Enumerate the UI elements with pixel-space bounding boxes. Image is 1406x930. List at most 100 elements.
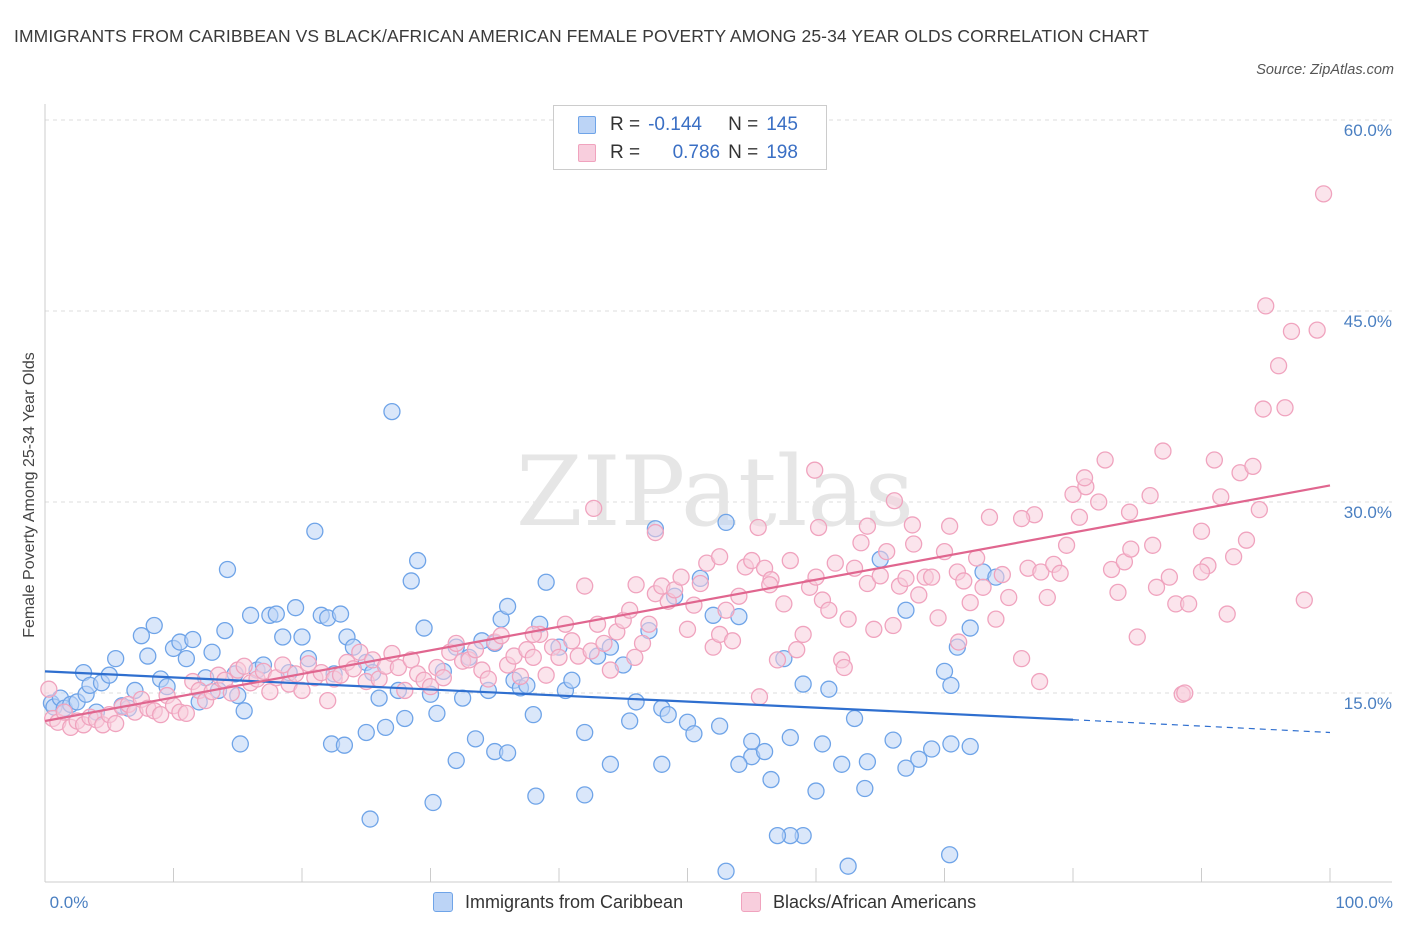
data-point (865, 620, 883, 638)
data-point (1224, 548, 1243, 566)
data-point (319, 691, 337, 710)
data-point (897, 759, 915, 777)
data-point (781, 728, 799, 747)
y-axis-label: Female Poverty Among 25-34 Year Olds (21, 352, 38, 638)
data-point (910, 750, 928, 768)
y-tick-label: 30.0% (1344, 503, 1392, 522)
data-point (357, 723, 375, 742)
data-point (1144, 536, 1162, 554)
data-point (466, 730, 485, 748)
data-point (1120, 503, 1139, 521)
data-point (601, 755, 620, 773)
data-point (524, 648, 542, 666)
data-point (1276, 399, 1294, 417)
data-point (274, 656, 292, 674)
data-point (961, 619, 979, 637)
data-point (498, 744, 517, 762)
data-point (1141, 486, 1159, 505)
data-point (627, 576, 645, 594)
x-tick-label: 100.0% (1335, 893, 1393, 912)
data-point (809, 518, 828, 537)
data-point (743, 551, 761, 570)
data-point (717, 513, 735, 532)
data-point (871, 567, 889, 585)
data-point (145, 616, 163, 635)
legend-n-value: 145 (766, 114, 798, 135)
data-point (241, 606, 260, 624)
bottom-legend-black: Blacks/African Americans (741, 888, 976, 916)
data-point (807, 782, 825, 800)
data-point (1257, 297, 1275, 315)
legend-row-black: R = 0.786 N = 198 (578, 140, 798, 166)
data-point (1075, 469, 1094, 487)
data-point (626, 648, 644, 666)
data-point (376, 718, 395, 737)
data-point (646, 523, 665, 542)
data-point (222, 684, 240, 702)
data-point (286, 599, 305, 617)
data-point (1032, 563, 1050, 581)
data-point (1070, 508, 1089, 526)
data-point (424, 793, 442, 812)
legend-r-label: R = (610, 142, 641, 163)
data-point (218, 560, 237, 579)
data-point (993, 565, 1011, 584)
data-point (383, 402, 401, 421)
trendline-black (44, 484, 1331, 723)
data-point (1244, 457, 1262, 475)
bottom-legend-caribbean: Immigrants from Caribbean (433, 888, 683, 916)
stats-legend: R = -0.144 N = 145 R = 0.786 N = 198 (553, 105, 827, 170)
data-point (781, 551, 799, 570)
data-point (235, 702, 253, 720)
data-point (1180, 595, 1198, 613)
data-point (852, 534, 870, 552)
legend-swatch-blue (578, 116, 596, 134)
data-point (806, 461, 824, 479)
data-point (267, 605, 285, 623)
data-point (235, 657, 253, 675)
data-point (949, 633, 968, 651)
data-point (640, 615, 658, 633)
data-point (961, 737, 979, 756)
data-point (453, 689, 472, 707)
legend-row-caribbean: R = -0.144 N = 145 (578, 112, 798, 138)
data-point (1176, 684, 1194, 702)
data-point (845, 709, 864, 728)
data-point (691, 574, 709, 593)
data-point (672, 568, 690, 586)
trend-lines (44, 484, 1331, 734)
data-point (685, 596, 703, 614)
data-point (274, 628, 292, 646)
data-point (659, 705, 677, 724)
data-point (942, 676, 960, 695)
data-point (723, 632, 742, 650)
data-point (1282, 322, 1301, 341)
trendline-caribbean-extension (1072, 719, 1331, 734)
data-point (910, 586, 928, 604)
data-point (434, 669, 453, 687)
data-point (1012, 509, 1031, 528)
data-point (929, 609, 947, 627)
bottom-legend-label-caribbean: Immigrants from Caribbean (465, 891, 684, 912)
data-point (524, 705, 542, 724)
data-point (905, 535, 923, 553)
data-point (685, 725, 703, 743)
data-point (1057, 536, 1076, 554)
data-point (923, 568, 941, 586)
data-point (396, 681, 414, 700)
x-tick-label: 0.0% (50, 893, 89, 912)
axes (44, 104, 1392, 883)
data-point (447, 634, 465, 652)
data-point (1254, 400, 1272, 418)
data-point (788, 641, 806, 659)
data-point (389, 658, 408, 677)
data-point (717, 601, 735, 619)
data-point (1205, 451, 1223, 469)
data-point (835, 658, 853, 677)
data-point (878, 543, 896, 561)
data-point (761, 576, 779, 594)
data-point (1030, 672, 1049, 691)
data-point (402, 651, 420, 669)
data-point (856, 779, 874, 798)
data-point (955, 572, 973, 590)
